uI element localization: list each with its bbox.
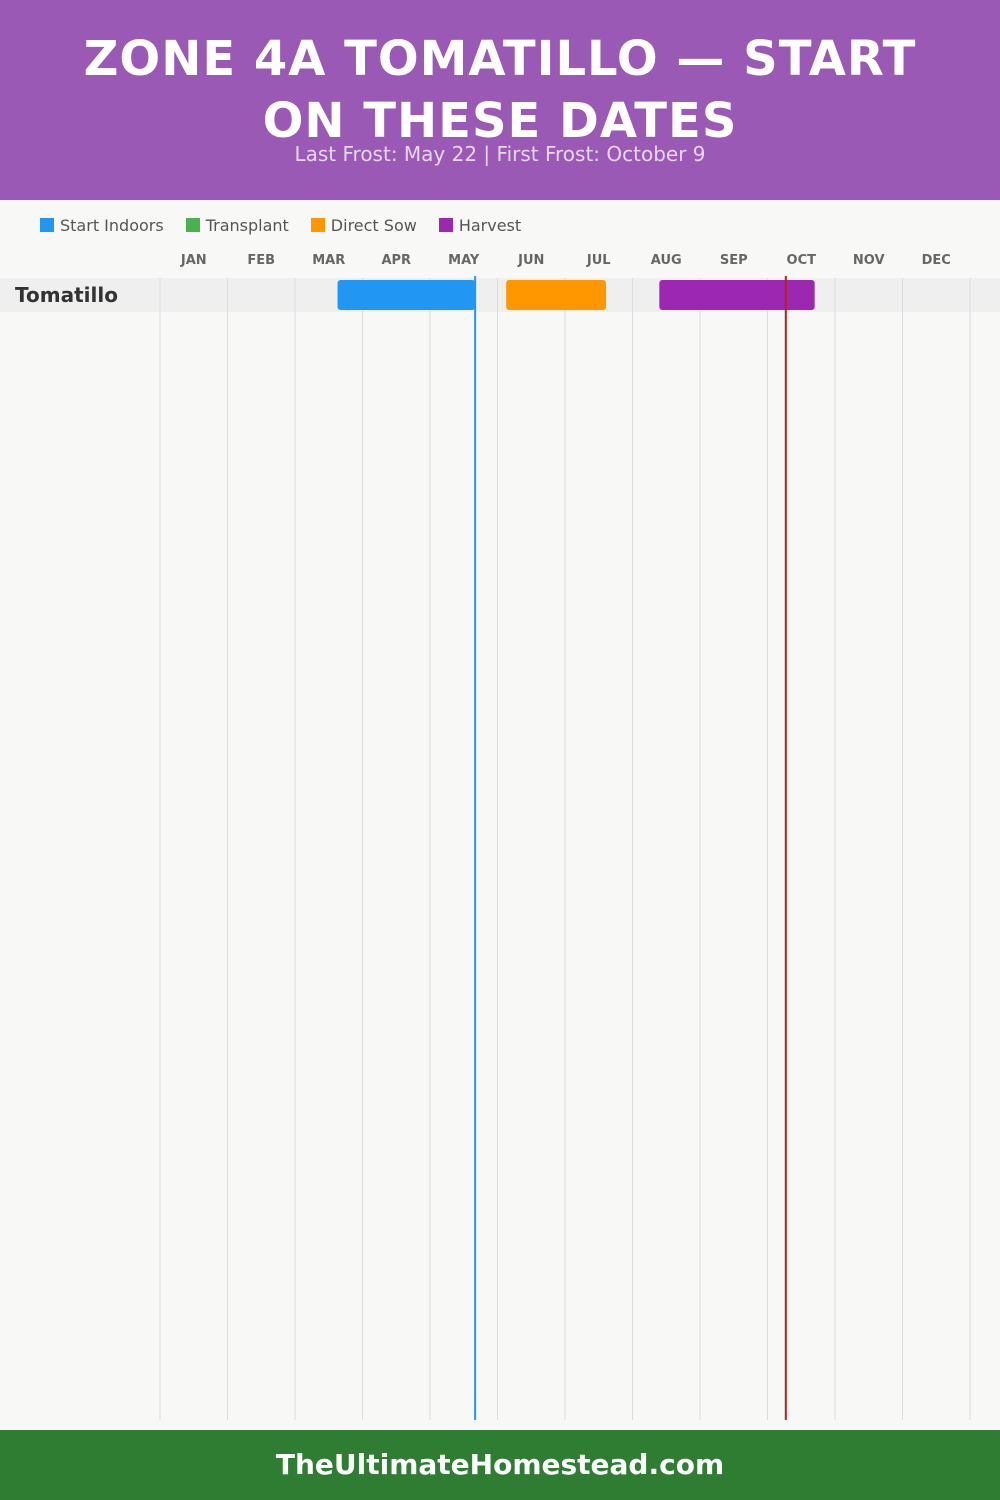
site-url-link[interactable]: TheUltimateHomestead.com: [275, 1448, 725, 1481]
month-label-oct: OCT: [787, 253, 817, 268]
month-label-feb: FEB: [247, 253, 275, 268]
header-banner: ZONE 4A TOMATILLO — START ON THESE DATES…: [0, 0, 1000, 200]
month-label-jul: JUL: [586, 253, 611, 268]
footer-banner: TheUltimateHomestead.com: [0, 1430, 1000, 1500]
month-label-jun: JUN: [517, 253, 544, 268]
legend-label-start-indoors: Start Indoors: [60, 215, 164, 235]
legend: Start Indoors Transplant Direct Sow Harv…: [40, 214, 543, 236]
legend-item-transplant: Transplant: [185, 215, 289, 235]
frost-dates-subtitle: Last Frost: May 22 | First Frost: Octobe…: [294, 142, 706, 166]
legend-swatch-start-indoors: [40, 218, 54, 232]
legend-item-direct-sow: Direct Sow: [310, 215, 417, 235]
month-label-dec: DEC: [922, 253, 951, 268]
legend-label-harvest: Harvest: [458, 215, 522, 235]
month-label-apr: APR: [381, 253, 411, 268]
legend-label-direct-sow: Direct Sow: [330, 215, 417, 235]
legend-swatch-harvest: [438, 218, 453, 232]
bar-direct-sow: [506, 280, 607, 310]
legend-swatch-direct-sow: [310, 218, 325, 232]
month-label-sep: SEP: [720, 253, 748, 268]
legend-label-transplant: Transplant: [205, 215, 289, 235]
row-band: [0, 278, 1000, 312]
legend-item-start-indoors: Start Indoors: [40, 216, 164, 235]
month-label-aug: AUG: [651, 253, 682, 268]
month-label-mar: MAR: [312, 253, 345, 268]
month-label-may: MAY: [448, 253, 480, 268]
legend-item-harvest: Harvest: [438, 215, 522, 235]
crop-label: Tomatillo: [15, 283, 118, 307]
legend-swatch-transplant: [185, 218, 200, 232]
month-label-jan: JAN: [180, 253, 207, 268]
bar-harvest: [659, 280, 815, 310]
planting-calendar-chart: JAN FEB MAR APR MAY JUN JUL AUG SEP OCT NOV DEC Toma…: [0, 253, 1000, 1420]
bar-start-indoors: [337, 280, 476, 310]
month-label-nov: NOV: [853, 253, 885, 268]
page-title: ZONE 4A TOMATILLO — START ON THESE DATES: [83, 31, 917, 149]
